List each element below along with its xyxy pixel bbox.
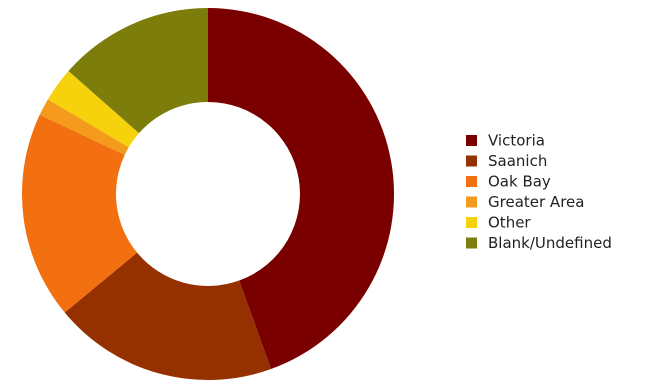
- slice-saanich: [64, 252, 272, 380]
- legend-swatch: [466, 217, 477, 228]
- legend-label: Saanich: [488, 152, 547, 170]
- legend-item-greater-area: Greater Area: [466, 193, 584, 211]
- legend-swatch: [466, 237, 477, 249]
- legend-label: Victoria: [488, 132, 545, 150]
- legend-item-oak-bay: Oak Bay: [466, 173, 551, 191]
- legend-swatch: [466, 176, 477, 187]
- slice-victoria: [208, 8, 394, 370]
- legend-swatch: [466, 135, 477, 146]
- legend-item-other: Other: [466, 214, 531, 232]
- legend-label: Blank/Undefined: [488, 234, 612, 252]
- legend-swatch: [466, 196, 477, 208]
- legend: Victoria Saanich Oak Bay Greater Area Other B…: [466, 132, 612, 252]
- slice-other: [47, 70, 139, 148]
- legend-label: Greater Area: [488, 193, 584, 211]
- legend-item-victoria: Victoria: [466, 132, 545, 150]
- legend-label: Other: [488, 214, 531, 232]
- legend-item-saanich: Saanich: [466, 152, 547, 170]
- legend-item-blank-undefined: Blank/Undefined: [466, 234, 612, 252]
- slice-blank-undefined: [68, 8, 208, 134]
- legend-swatch: [466, 155, 477, 167]
- slice-greater-area: [39, 99, 129, 155]
- donut-slices: [22, 8, 394, 380]
- slice-oak-bay: [22, 114, 138, 313]
- legend-label: Oak Bay: [488, 173, 551, 191]
